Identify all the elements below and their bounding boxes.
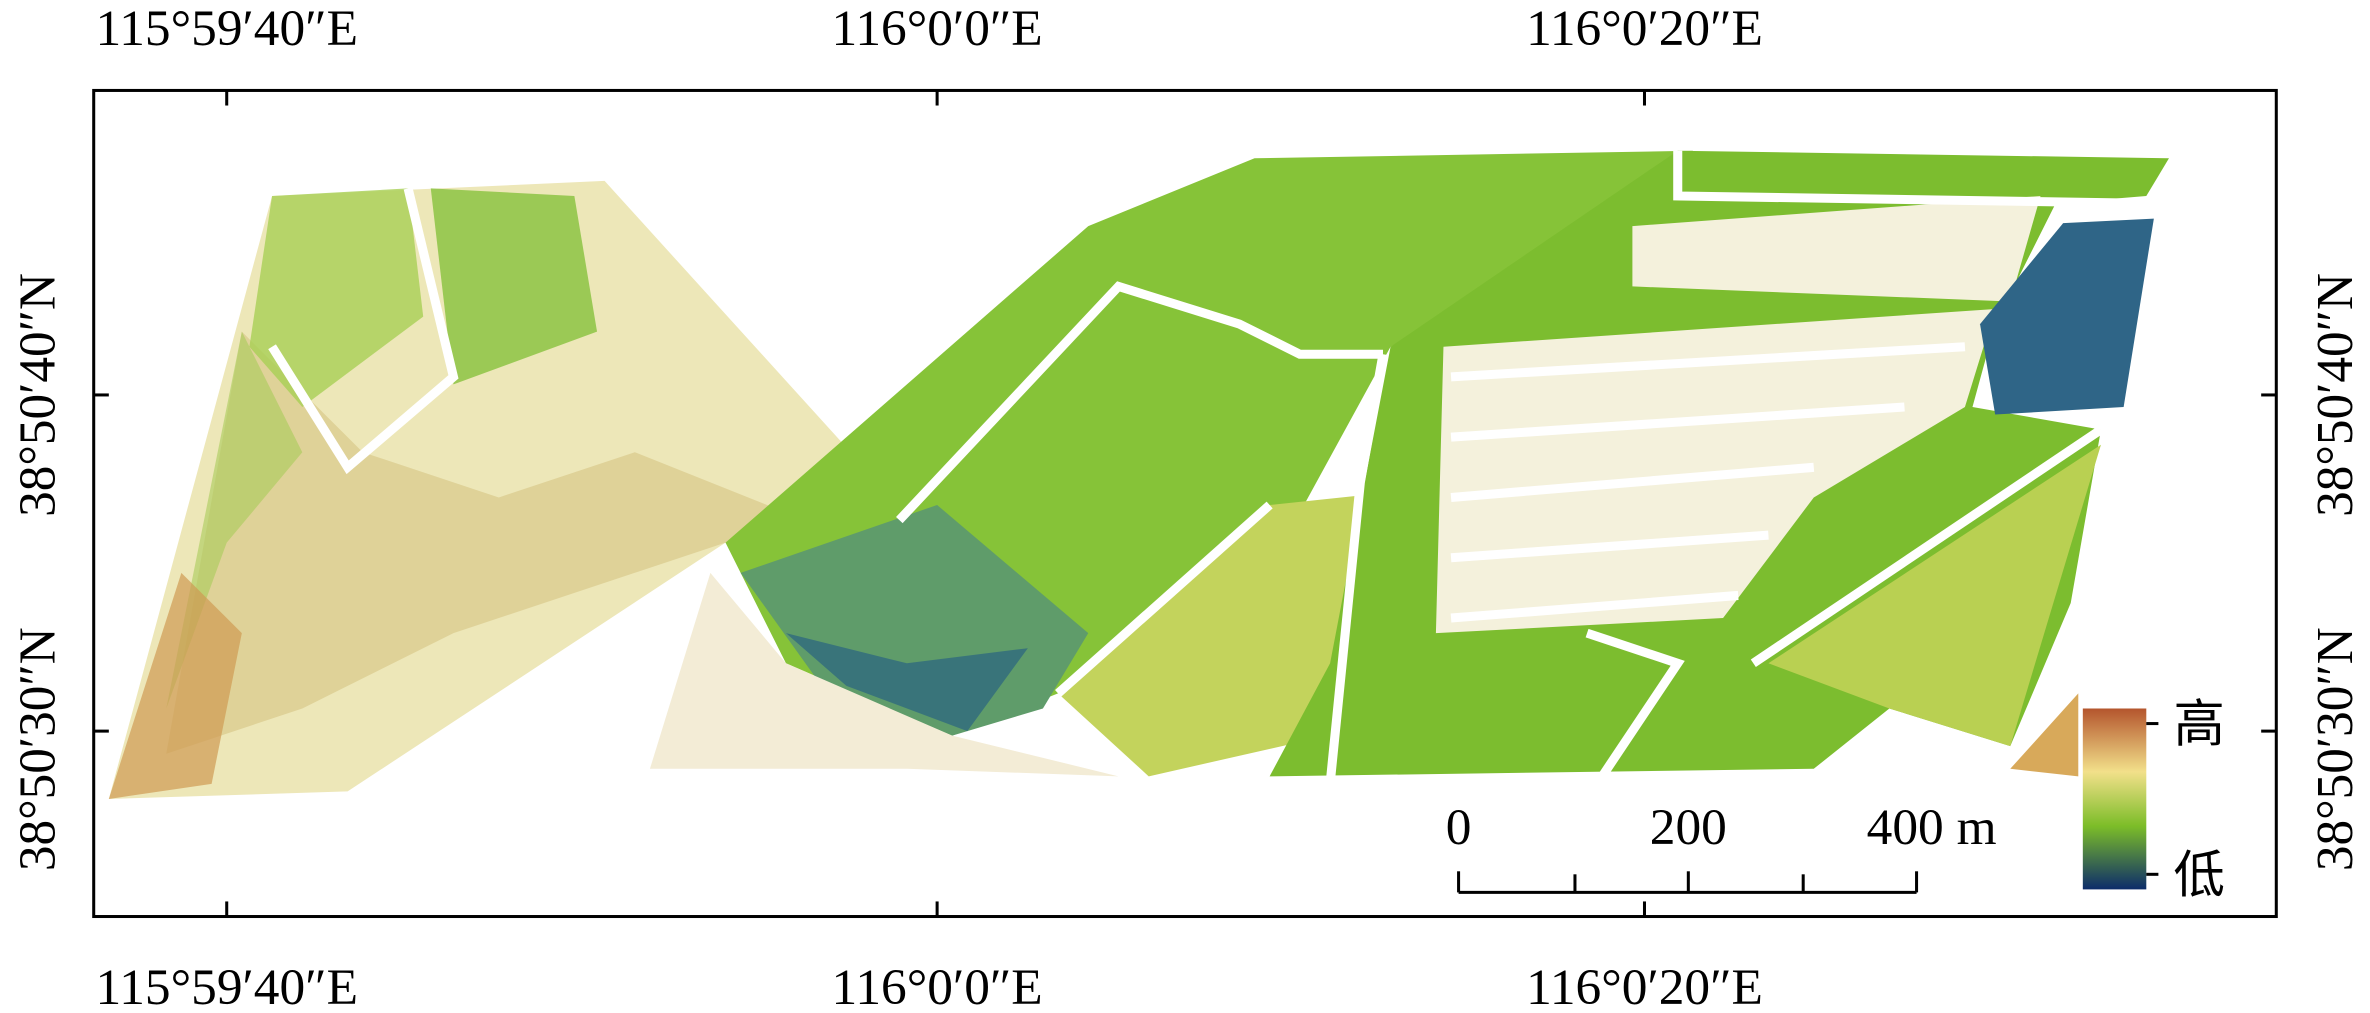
- scale-label: 0: [1446, 799, 1472, 856]
- coord-label: 116°0′0″E: [832, 959, 1043, 1013]
- legend: 高 低: [2082, 697, 2225, 904]
- coord-label: 116°0′0″E: [832, 0, 1043, 57]
- field: [649, 572, 1119, 777]
- scale-label: 400 m: [1867, 799, 1997, 856]
- field: [430, 188, 598, 385]
- coord-label: 38°50′30″N: [2307, 627, 2364, 871]
- field: [108, 572, 242, 799]
- coord-label: 116°0′20″E: [1526, 0, 1763, 57]
- coord-label: 38°50′30″N: [9, 627, 66, 871]
- road: [1585, 628, 1685, 779]
- scale-bar: 0 200 400 m: [1446, 799, 1997, 894]
- road: [1450, 462, 1815, 502]
- field: [1768, 444, 2101, 747]
- road: [268, 187, 459, 475]
- road: [1450, 590, 1739, 623]
- field: [1980, 218, 2154, 415]
- coord-label: 38°50′40″N: [2307, 273, 2364, 517]
- legend-label: 高: [2174, 697, 2225, 754]
- field: [249, 188, 424, 408]
- scale-label: 200: [1650, 799, 1727, 856]
- road: [1055, 501, 1273, 697]
- road: [1750, 425, 2104, 668]
- road: [1450, 530, 1769, 563]
- ticks: [93, 90, 2277, 917]
- road: [1325, 353, 1388, 785]
- road: [1450, 402, 1905, 442]
- coord-label: 115°59′40″E: [95, 0, 358, 57]
- coord-label: 115°59′40″E: [95, 959, 358, 1013]
- field: [785, 633, 1028, 732]
- legend-ramp: [2082, 708, 2147, 890]
- imagery: [108, 150, 2169, 799]
- field: [166, 331, 786, 754]
- field: [2010, 693, 2079, 777]
- road: [1673, 150, 2162, 209]
- legend-label: 低: [2174, 847, 2225, 904]
- road: [896, 281, 1384, 524]
- coord-label: 116°0′20″E: [1526, 959, 1763, 1013]
- coord-label: 38°50′40″N: [9, 273, 66, 517]
- road: [1450, 342, 1966, 382]
- field: [1632, 195, 2041, 302]
